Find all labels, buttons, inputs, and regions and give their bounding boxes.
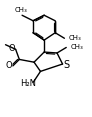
Text: O: O (6, 61, 13, 70)
Text: CH₃: CH₃ (71, 44, 84, 50)
Text: H₂N: H₂N (21, 79, 37, 88)
Text: S: S (63, 60, 69, 70)
Text: CH₃: CH₃ (15, 7, 28, 13)
Text: CH₃: CH₃ (69, 35, 81, 41)
Text: O: O (8, 44, 15, 53)
